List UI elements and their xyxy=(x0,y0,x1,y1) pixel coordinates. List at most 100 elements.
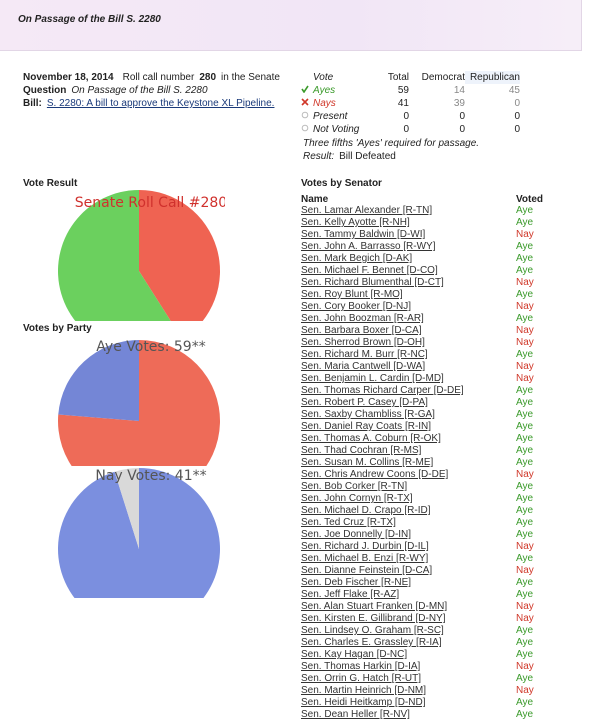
senator-row: Sen. Joe Donnelly [D-IN] Aye xyxy=(301,529,541,541)
vote-row: Nays 41 39 0 xyxy=(301,97,520,110)
senator-name[interactable]: Sen. Michael D. Crapo [R-ID] xyxy=(301,505,431,516)
senator-vote: Aye xyxy=(516,637,534,648)
senator-name[interactable]: Sen. Daniel Ray Coats [R-IN] xyxy=(301,421,432,432)
senator-vote: Aye xyxy=(516,217,534,228)
senator-name[interactable]: Sen. Jeff Flake [R-AZ] xyxy=(301,589,400,600)
section-heading: Votes by Party xyxy=(23,323,92,334)
senator-row: Sen. John Cornyn [R-TX] Aye xyxy=(301,493,541,505)
senator-name[interactable]: Sen. Thomas Richard Carper [D-DE] xyxy=(301,385,464,396)
senator-name[interactable]: Sen. John Boozman [R-AR] xyxy=(301,313,424,324)
senator-vote: Aye xyxy=(516,289,534,300)
senator-row: Sen. Richard M. Burr [R-NC] Aye xyxy=(301,349,541,361)
question-label: Question xyxy=(23,85,67,96)
senator-vote: Nay xyxy=(516,661,534,672)
senator-row: Sen. Lamar Alexander [R-TN] Aye xyxy=(301,205,541,217)
senator-row: Sen. Susan M. Collins [R-ME] Aye xyxy=(301,457,541,469)
senator-name[interactable]: Sen. Charles E. Grassley [R-IA] xyxy=(301,637,442,648)
senator-vote: Aye xyxy=(516,421,534,432)
republican: 0 xyxy=(514,124,520,135)
senator-name[interactable]: Sen. Benjamin L. Cardin [D-MD] xyxy=(301,373,444,384)
total: 59 xyxy=(397,85,409,96)
senator-name[interactable]: Sen. Robert P. Casey [D-PA] xyxy=(301,397,428,408)
senator-name[interactable]: Sen. Dianne Feinstein [D-CA] xyxy=(301,565,433,576)
senator-row: Sen. Orrin G. Hatch [R-UT] Aye xyxy=(301,673,541,685)
summary-date-line: November 18, 2014 Roll call number 280 in t… xyxy=(23,72,280,83)
senator-vote: Aye xyxy=(516,253,534,264)
senator-name[interactable]: Sen. Joe Donnelly [D-IN] xyxy=(301,529,412,540)
senator-vote: Aye xyxy=(516,505,534,516)
senator-name[interactable]: Sen. Richard J. Durbin [D-IL] xyxy=(301,541,429,552)
senator-vote: Nay xyxy=(516,685,534,696)
senator-row: Sen. Michael F. Bennet [D-CO] Aye xyxy=(301,265,541,277)
pie-title: Aye Votes: 59** xyxy=(96,339,205,355)
result-line: Result: Bill Defeated xyxy=(303,151,396,162)
senator-name[interactable]: Sen. Richard M. Burr [R-NC] xyxy=(301,349,428,360)
senator-vote: Aye xyxy=(516,205,534,216)
senator-name[interactable]: Sen. Saxby Chambliss [R-GA] xyxy=(301,409,435,420)
senator-name[interactable]: Sen. Thomas Harkin [D-IA] xyxy=(301,661,421,672)
check-icon xyxy=(301,85,309,94)
senator-name[interactable]: Sen. Tammy Baldwin [D-WI] xyxy=(301,229,426,240)
senator-row: Sen. Kay Hagan [D-NC] Aye xyxy=(301,649,541,661)
senator-name[interactable]: Sen. Kay Hagan [D-NC] xyxy=(301,649,408,660)
senator-vote: Nay xyxy=(516,565,534,576)
senator-name[interactable]: Sen. Lindsey O. Graham [R-SC] xyxy=(301,625,444,636)
senator-name[interactable]: Sen. Heidi Heitkamp [D-ND] xyxy=(301,697,426,708)
page-title: On Passage of the Bill S. 2280 xyxy=(18,14,161,25)
bill-link[interactable]: S. 2280: A bill to approve the Keystone … xyxy=(46,98,275,109)
senator-name[interactable]: Sen. Ted Cruz [R-TX] xyxy=(301,517,396,528)
question: On Passage of the Bill S. 2280 xyxy=(71,85,208,96)
senator-name[interactable]: Sen. Lamar Alexander [R-TN] xyxy=(301,205,433,216)
senator-vote: Aye xyxy=(516,529,534,540)
senator-row: Sen. Heidi Heitkamp [D-ND] Aye xyxy=(301,697,541,709)
senator-vote: Aye xyxy=(516,709,534,720)
senator-name[interactable]: Sen. John A. Barrasso [R-WY] xyxy=(301,241,436,252)
senator-name[interactable]: Sen. Roy Blunt [R-MO] xyxy=(301,289,403,300)
senator-name[interactable]: Sen. Richard Blumenthal [D-CT] xyxy=(301,277,444,288)
senator-vote: Aye xyxy=(516,553,534,564)
republican: 0 xyxy=(514,111,520,122)
senator-row: Sen. Lindsey O. Graham [R-SC] Aye xyxy=(301,625,541,637)
senator-name[interactable]: Sen. Dean Heller [R-NV] xyxy=(301,709,410,720)
vote-table: Vote Total Democrat Republican Ayes 59 1… xyxy=(301,71,520,136)
senator-name[interactable]: Sen. Kelly Ayotte [R-NH] xyxy=(301,217,410,228)
senator-name[interactable]: Sen. Chris Andrew Coons [D-DE] xyxy=(301,469,449,480)
pie-slice xyxy=(58,190,171,321)
senator-name[interactable]: Sen. John Cornyn [R-TX] xyxy=(301,493,413,504)
vote-label: Nays xyxy=(313,98,336,109)
senator-name[interactable]: Sen. Michael B. Enzi [R-WY] xyxy=(301,553,429,564)
pie-slice xyxy=(58,468,220,598)
senator-row: Sen. Dianne Feinstein [D-CA] Nay xyxy=(301,565,541,577)
senator-name[interactable]: Sen. Orrin G. Hatch [R-UT] xyxy=(301,673,422,684)
senator-name[interactable]: Sen. Alan Stuart Franken [D-MN] xyxy=(301,601,448,612)
senator-vote: Nay xyxy=(516,229,534,240)
senator-name[interactable]: Sen. Kirsten E. Gillibrand [D-NY] xyxy=(301,613,446,624)
senator-vote: Aye xyxy=(516,385,534,396)
senator-name[interactable]: Sen. Sherrod Brown [D-OH] xyxy=(301,337,425,348)
senator-vote: Nay xyxy=(516,277,534,288)
senator-row: Sen. Saxby Chambliss [R-GA] Aye xyxy=(301,409,541,421)
senator-name[interactable]: Sen. Thad Cochran [R-MS] xyxy=(301,445,422,456)
senator-vote: Aye xyxy=(516,313,534,324)
senator-name[interactable]: Sen. Barbara Boxer [D-CA] xyxy=(301,325,422,336)
senator-name[interactable]: Sen. Cory Booker [D-NJ] xyxy=(301,301,412,312)
senator-row: Sen. Thad Cochran [R-MS] Aye xyxy=(301,445,541,457)
senator-name[interactable]: Sen. Michael F. Bennet [D-CO] xyxy=(301,265,438,276)
senator-vote: Nay xyxy=(516,325,534,336)
roll-call-suffix: in the Senate xyxy=(221,72,280,83)
total: 0 xyxy=(403,124,409,135)
senator-name[interactable]: Sen. Susan M. Collins [R-ME] xyxy=(301,457,434,468)
senator-name[interactable]: Sen. Deb Fischer [R-NE] xyxy=(301,577,412,588)
senator-name[interactable]: Sen. Thomas A. Coburn [R-OK] xyxy=(301,433,441,444)
senator-name[interactable]: Sen. Martin Heinrich [D-NM] xyxy=(301,685,427,696)
senator-row: Sen. Alan Stuart Franken [D-MN] Nay xyxy=(301,601,541,613)
senator-vote: Nay xyxy=(516,613,534,624)
section-heading: Votes by Senator xyxy=(301,178,382,189)
col-header: Vote xyxy=(313,72,334,83)
senator-row: Sen. Bob Corker [R-TN] Aye xyxy=(301,481,541,493)
senator-name[interactable]: Sen. Maria Cantwell [D-WA] xyxy=(301,361,426,372)
senator-name[interactable]: Sen. Bob Corker [R-TN] xyxy=(301,481,408,492)
senator-vote: Nay xyxy=(516,361,534,372)
senator-name[interactable]: Sen. Mark Begich [D-AK] xyxy=(301,253,413,264)
